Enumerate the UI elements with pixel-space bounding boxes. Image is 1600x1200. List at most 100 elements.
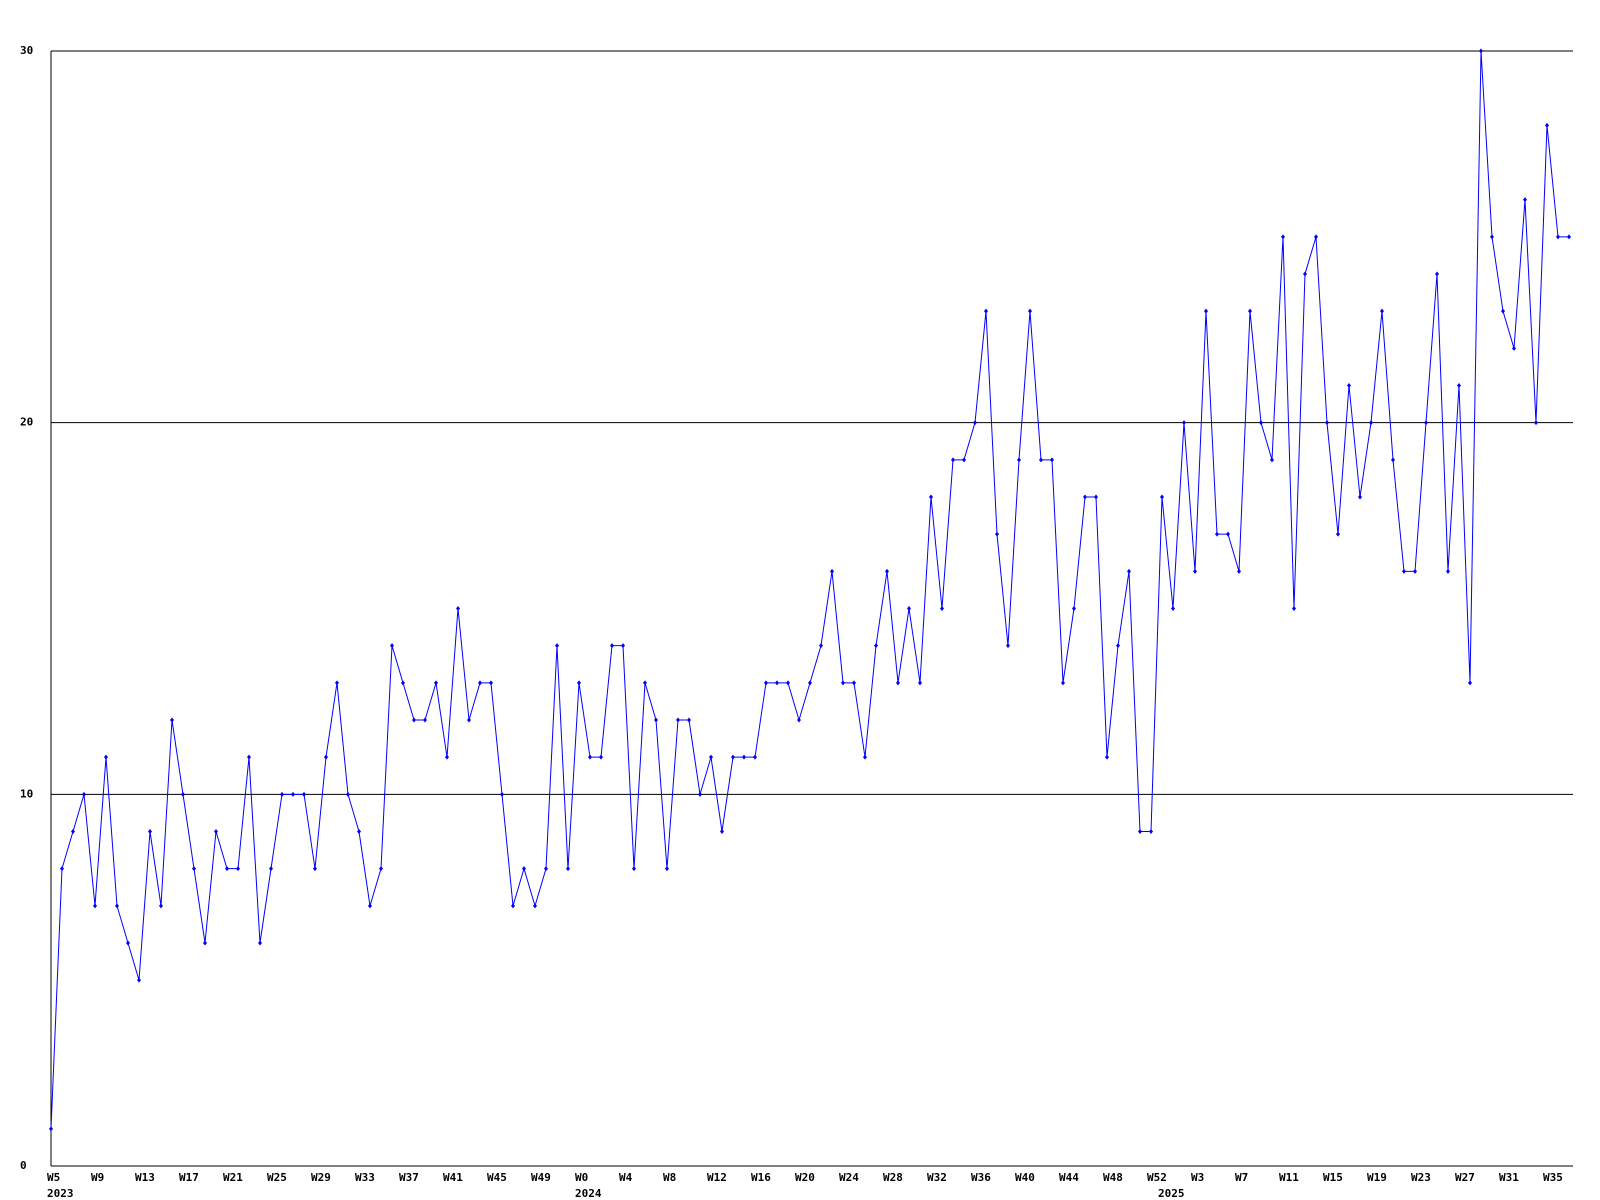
- data-point: [687, 717, 691, 723]
- data-point: [302, 791, 306, 797]
- data-point: [335, 680, 339, 686]
- data-point: [1314, 234, 1318, 240]
- data-point: [104, 754, 108, 760]
- data-point: [489, 680, 493, 686]
- x-tick-label: W16: [751, 1171, 771, 1184]
- data-point: [1391, 457, 1395, 463]
- data-point: [346, 791, 350, 797]
- data-point: [1413, 568, 1417, 574]
- data-point: [588, 754, 592, 760]
- data-point: [1105, 754, 1109, 760]
- data-point: [401, 680, 405, 686]
- data-point: [1127, 568, 1131, 574]
- data-point: [1083, 494, 1087, 500]
- data-point: [445, 754, 449, 760]
- data-point: [918, 680, 922, 686]
- data-point: [731, 754, 735, 760]
- data-point: [357, 829, 361, 834]
- data-point: [665, 866, 669, 872]
- data-point: [148, 829, 152, 834]
- data-point: [1325, 420, 1329, 426]
- x-tick-label: W11: [1279, 1171, 1299, 1184]
- data-point: [566, 866, 570, 872]
- data-point: [1369, 420, 1373, 426]
- data-point: [412, 717, 416, 723]
- data-point: [1435, 271, 1439, 277]
- data-point: [643, 680, 647, 686]
- data-point: [1523, 197, 1527, 203]
- data-point: [1303, 271, 1307, 277]
- data-point: [1116, 643, 1120, 649]
- x-tick-label: W13: [135, 1171, 155, 1184]
- x-tick-label: W21: [223, 1171, 243, 1184]
- data-point: [786, 680, 790, 686]
- data-point: [1424, 420, 1428, 426]
- data-point: [247, 754, 251, 760]
- x-tick-label: W15: [1323, 1171, 1343, 1184]
- x-tick-label: W28: [883, 1171, 903, 1184]
- data-point: [434, 680, 438, 686]
- x-tick-label: W41: [443, 1171, 463, 1184]
- x-tick-label: W36: [971, 1171, 991, 1184]
- data-point: [632, 866, 636, 872]
- data-point: [192, 866, 196, 872]
- x-tick-label: W44: [1059, 1171, 1079, 1184]
- data-point: [742, 754, 746, 760]
- data-point: [1006, 643, 1010, 649]
- x-tick-label: W9: [91, 1171, 104, 1184]
- x-tick-label: W40: [1015, 1171, 1035, 1184]
- data-point: [236, 866, 240, 872]
- data-point: [1171, 606, 1175, 611]
- x-tick-label: W33: [355, 1171, 375, 1184]
- data-point: [1193, 568, 1197, 574]
- data-point: [808, 680, 812, 686]
- data-point: [1160, 494, 1164, 500]
- data-point: [929, 494, 933, 500]
- data-point: [214, 829, 218, 834]
- data-point: [863, 754, 867, 760]
- y-tick-label: 0: [20, 1159, 27, 1172]
- x-tick-label: W49: [531, 1171, 551, 1184]
- data-point: [423, 717, 427, 723]
- data-point: [1336, 531, 1340, 537]
- data-point: [654, 717, 658, 723]
- x-tick-label: W45: [487, 1171, 507, 1184]
- data-point: [379, 866, 383, 872]
- data-point: [291, 791, 295, 797]
- data-point: [599, 754, 603, 760]
- data-point: [1050, 457, 1054, 463]
- data-point: [225, 866, 229, 872]
- x-tick-label: W0: [575, 1171, 588, 1184]
- data-point: [324, 754, 328, 760]
- data-point: [907, 606, 911, 611]
- x-tick-label: W31: [1499, 1171, 1519, 1184]
- x-tick-label: W35: [1543, 1171, 1563, 1184]
- x-tick-label: W32: [927, 1171, 947, 1184]
- data-point: [1226, 531, 1230, 537]
- data-point: [1512, 345, 1516, 351]
- data-point: [181, 791, 185, 797]
- x-tick-label: W5: [47, 1171, 60, 1184]
- x-tick-label: W27: [1455, 1171, 1475, 1184]
- data-point: [1281, 234, 1285, 240]
- data-point: [511, 903, 515, 909]
- data-point: [1248, 308, 1252, 314]
- data-point: [1270, 457, 1274, 463]
- x-tick-label: W37: [399, 1171, 419, 1184]
- data-point: [1402, 568, 1406, 574]
- data-point: [1567, 234, 1571, 240]
- data-point: [819, 643, 823, 649]
- data-point: [852, 680, 856, 686]
- data-point: [522, 866, 526, 872]
- data-point: [1138, 829, 1142, 834]
- data-point: [995, 531, 999, 537]
- data-point: [533, 903, 537, 909]
- data-point: [1468, 680, 1472, 686]
- data-point: [1358, 494, 1362, 500]
- data-point: [1446, 568, 1450, 574]
- data-point: [115, 903, 119, 909]
- data-point: [951, 457, 955, 463]
- x-tick-label: W48: [1103, 1171, 1123, 1184]
- data-point: [1490, 234, 1494, 240]
